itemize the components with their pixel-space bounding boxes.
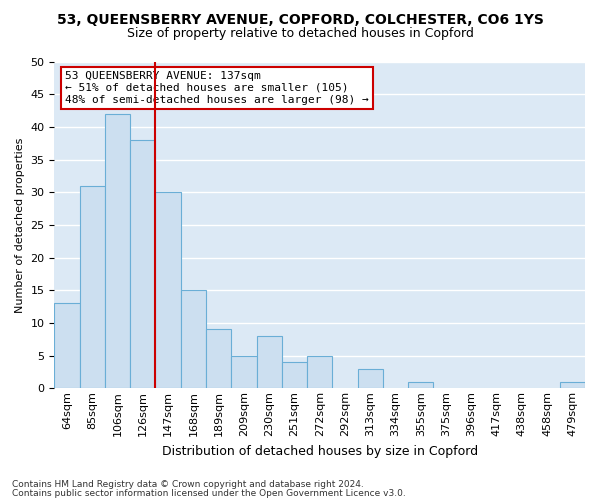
Bar: [257, 336, 282, 388]
Bar: [130, 140, 155, 388]
Bar: [307, 356, 332, 388]
Bar: [358, 368, 383, 388]
Text: Contains HM Land Registry data © Crown copyright and database right 2024.: Contains HM Land Registry data © Crown c…: [12, 480, 364, 489]
Bar: [408, 382, 433, 388]
Bar: [181, 290, 206, 388]
Bar: [80, 186, 105, 388]
Text: Contains public sector information licensed under the Open Government Licence v3: Contains public sector information licen…: [12, 488, 406, 498]
Text: 53, QUEENSBERRY AVENUE, COPFORD, COLCHESTER, CO6 1YS: 53, QUEENSBERRY AVENUE, COPFORD, COLCHES…: [56, 12, 544, 26]
Bar: [155, 192, 181, 388]
Bar: [282, 362, 307, 388]
X-axis label: Distribution of detached houses by size in Copford: Distribution of detached houses by size …: [161, 444, 478, 458]
Bar: [206, 330, 231, 388]
Text: 53 QUEENSBERRY AVENUE: 137sqm
← 51% of detached houses are smaller (105)
48% of : 53 QUEENSBERRY AVENUE: 137sqm ← 51% of d…: [65, 72, 369, 104]
Y-axis label: Number of detached properties: Number of detached properties: [15, 137, 25, 312]
Bar: [105, 114, 130, 388]
Bar: [231, 356, 257, 388]
Bar: [55, 304, 80, 388]
Text: Size of property relative to detached houses in Copford: Size of property relative to detached ho…: [127, 28, 473, 40]
Bar: [560, 382, 585, 388]
